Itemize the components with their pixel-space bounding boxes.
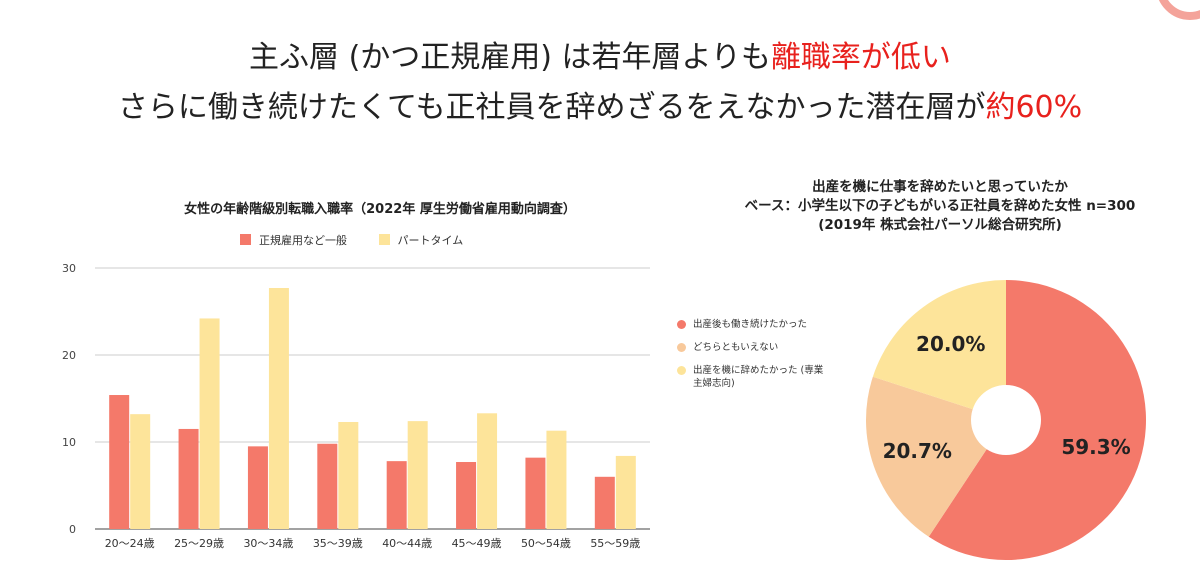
pie-label-neutral: 20.7% bbox=[883, 439, 952, 463]
pie-legend-item-continue: 出産後も働き続けたかった bbox=[677, 318, 827, 331]
pie-legend-dot-continue bbox=[677, 320, 686, 329]
x-tick-label: 45～49歳 bbox=[452, 537, 502, 550]
bar-parttime bbox=[130, 414, 151, 529]
pie-title-line2: ベース：小学生以下の子どもがいる正社員を辞めた女性 n=300 bbox=[744, 198, 1136, 214]
headline-line2-text: さらに働き続けたくても正社員を辞めざるをえなかった潜在層が bbox=[117, 90, 986, 125]
y-tick-label: 0 bbox=[69, 523, 76, 536]
pie-legend-dot-neutral bbox=[677, 343, 686, 352]
legend-item-parttime: パートタイム bbox=[378, 232, 464, 248]
x-tick-label: 20～24歳 bbox=[105, 537, 155, 550]
bar-regular bbox=[456, 462, 477, 529]
legend-label-regular: 正規雇用など一般 bbox=[259, 234, 347, 247]
headline-line2-highlight: 約60% bbox=[985, 90, 1083, 125]
pie-slice-quit bbox=[872, 280, 1006, 420]
pie-legend-label-continue: 出産後も働き続けたかった bbox=[693, 319, 808, 330]
y-tick-label: 20 bbox=[62, 349, 76, 362]
headline-line1-text: 主ふ層 (かつ正規雇用) は若年層よりも bbox=[249, 40, 771, 75]
x-tick-label: 50～54歳 bbox=[521, 537, 571, 550]
pie-slice-neutral bbox=[866, 376, 1006, 537]
x-tick-label: 30～34歳 bbox=[243, 537, 293, 550]
pie-center-hole bbox=[971, 385, 1041, 455]
legend-swatch-parttime bbox=[378, 234, 390, 245]
bar-regular bbox=[525, 457, 546, 529]
bar-parttime bbox=[407, 421, 428, 529]
bar-regular bbox=[386, 461, 407, 529]
bar-regular bbox=[317, 443, 338, 529]
headline-line2: さらに働き続けたくても正社員を辞めざるをえなかった潜在層が約60% bbox=[0, 88, 1200, 128]
bar-regular bbox=[178, 428, 199, 529]
bar-regular bbox=[594, 476, 615, 529]
y-tick-label: 30 bbox=[62, 262, 76, 275]
pie-chart-title: 出産を機に仕事を辞めたいと思っていたか ベース：小学生以下の子どもがいる正社員を… bbox=[690, 178, 1190, 235]
pie-chart-legend: 出産後も働き続けたかった どちらともいえない 出産を機に辞めたかった (専業主婦… bbox=[677, 318, 827, 400]
legend-item-regular: 正規雇用など一般 bbox=[240, 232, 347, 248]
corner-decoration bbox=[1159, 0, 1200, 20]
bar-parttime bbox=[199, 318, 220, 529]
legend-label-parttime: パートタイム bbox=[397, 234, 464, 247]
bar-parttime bbox=[338, 421, 359, 529]
bar-chart-legend: 正規雇用など一般 パートタイム bbox=[240, 232, 491, 248]
bar-regular bbox=[109, 395, 130, 529]
y-tick-label: 10 bbox=[62, 436, 76, 449]
x-tick-label: 55～59歳 bbox=[590, 537, 640, 550]
x-tick-label: 25～29歳 bbox=[174, 537, 224, 550]
headline-line1-highlight: 離職率が低い bbox=[770, 40, 951, 75]
pie-legend-item-neutral: どちらともいえない bbox=[677, 341, 827, 354]
pie-legend-label-neutral: どちらともいえない bbox=[693, 342, 779, 353]
x-tick-label: 40～44歳 bbox=[382, 537, 432, 550]
bar-parttime bbox=[546, 430, 567, 529]
legend-swatch-regular bbox=[240, 234, 251, 245]
bar-parttime bbox=[615, 455, 636, 529]
bar-parttime bbox=[268, 288, 289, 529]
pie-title-line3: (2019年 株式会社パーソル総合研究所) bbox=[818, 217, 1062, 233]
pie-label-continue: 59.3% bbox=[1061, 435, 1130, 459]
bar-regular bbox=[247, 446, 268, 529]
bar-parttime bbox=[477, 413, 498, 529]
bar-chart-title: 女性の年齢階級別転職入職率（2022年 厚生労働省雇用動向調査） bbox=[184, 202, 576, 217]
pie-legend-dot-quit bbox=[677, 366, 686, 375]
pie-legend-label-quit: 出産を機に辞めたかった (専業主婦志向) bbox=[693, 365, 824, 389]
x-tick-label: 35～39歳 bbox=[313, 537, 363, 550]
pie-legend-item-quit: 出産を機に辞めたかった (専業主婦志向) bbox=[677, 364, 827, 390]
pie-label-quit: 20.0% bbox=[916, 332, 985, 356]
headline-line1: 主ふ層 (かつ正規雇用) は若年層よりも離職率が低い bbox=[0, 38, 1200, 78]
pie-title-line1: 出産を機に仕事を辞めたいと思っていたか bbox=[812, 179, 1068, 195]
